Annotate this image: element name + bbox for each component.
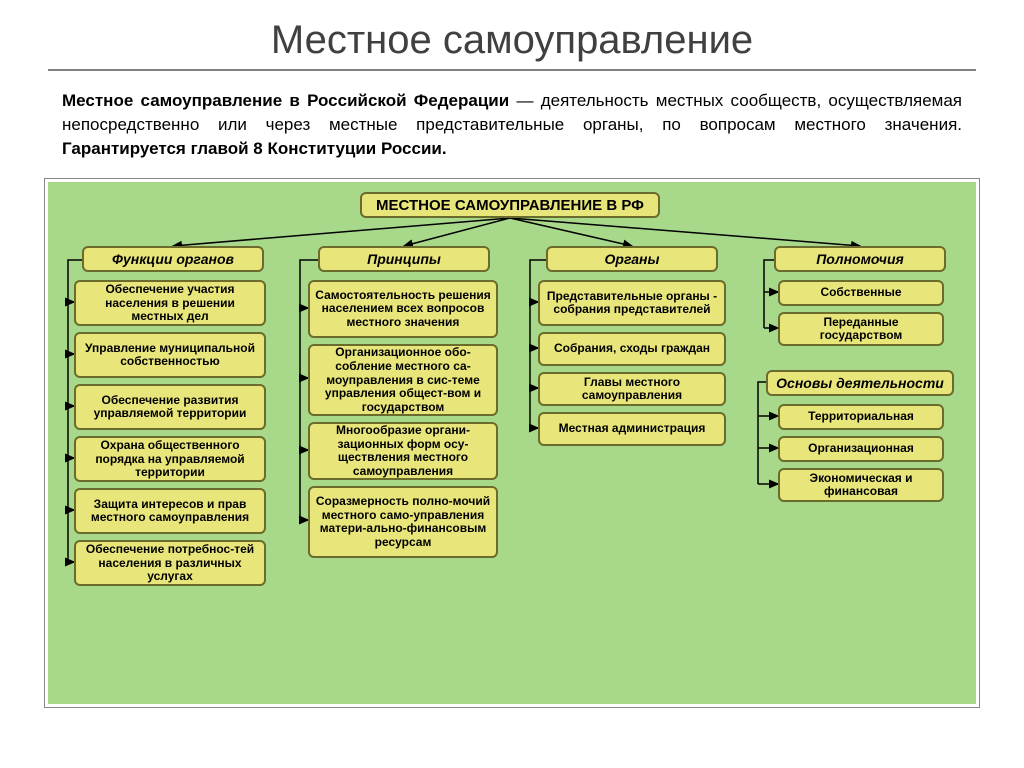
branch-2-item-3: Местная администрация	[538, 412, 726, 446]
branch-header-2: Органы	[546, 246, 718, 272]
branch-1-item-0: Самостоятельность решения населением все…	[308, 280, 498, 338]
root-node: МЕСТНОЕ САМОУПРАВЛЕНИЕ В РФ	[360, 192, 660, 218]
branch-header-3: Полномочия	[774, 246, 946, 272]
branch-0-item-0: Обеспечение участия населения в решении …	[74, 280, 266, 326]
branch-3-subitem-1: Организационная	[778, 436, 944, 462]
branch-3-subitem-2: Экономическая и финансовая	[778, 468, 944, 502]
title-underline	[48, 69, 976, 71]
intro-bold-1: Местное самоуправление в Российской Феде…	[62, 91, 509, 110]
branch-0-item-4: Защита интересов и прав местного самоупр…	[74, 488, 266, 534]
branch-0-item-5: Обеспечение потребнос-тей населения в ра…	[74, 540, 266, 586]
diagram-container: МЕСТНОЕ САМОУПРАВЛЕНИЕ В РФ Функции орган…	[44, 178, 980, 708]
branch-2-item-2: Главы местного самоуправления	[538, 372, 726, 406]
branch-0-item-1: Управление муниципальной собственностью	[74, 332, 266, 378]
branch-3-subitem-0: Территориальная	[778, 404, 944, 430]
intro-bold-2: Гарантируется главой 8 Конституции Росси…	[62, 139, 447, 158]
branch-3-subheader: Основы деятельности	[766, 370, 954, 396]
branch-1-item-2: Многообразие органи-зационных форм осу-щ…	[308, 422, 498, 480]
branch-3-item-1: Переданные государством	[778, 312, 944, 346]
branch-3-item-0: Собственные	[778, 280, 944, 306]
branch-header-0: Функции органов	[82, 246, 264, 272]
branch-0-item-3: Охрана общественного порядка на управляе…	[74, 436, 266, 482]
branch-header-1: Принципы	[318, 246, 490, 272]
branch-1-item-3: Соразмерность полно-мочий местного само-…	[308, 486, 498, 558]
branch-0-item-2: Обеспечение развития управляемой террито…	[74, 384, 266, 430]
branch-2-item-0: Представительные органы - собрания предс…	[538, 280, 726, 326]
branch-1-item-1: Организационное обо-собление местного са…	[308, 344, 498, 416]
intro-paragraph: Местное самоуправление в Российской Феде…	[0, 89, 1024, 178]
diagram-canvas: МЕСТНОЕ САМОУПРАВЛЕНИЕ В РФ Функции орган…	[48, 182, 976, 704]
branch-2-item-1: Собрания, сходы граждан	[538, 332, 726, 366]
slide-title: Местное самоуправление	[0, 0, 1024, 69]
